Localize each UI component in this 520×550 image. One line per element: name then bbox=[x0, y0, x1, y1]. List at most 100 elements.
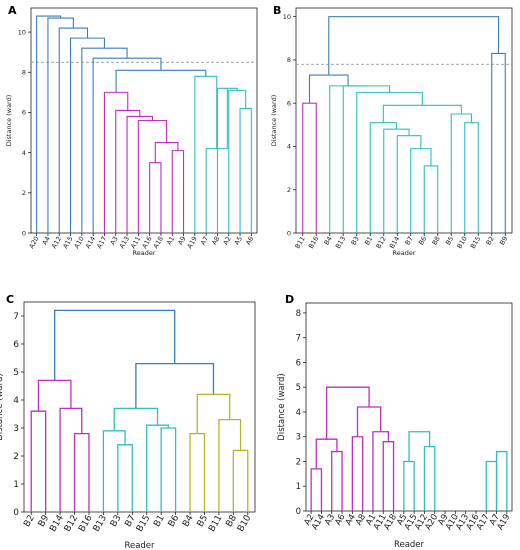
y-tick-label: 4 bbox=[13, 396, 19, 406]
panel-letter: B bbox=[273, 4, 281, 17]
dendrogram-link bbox=[423, 165, 439, 233]
leaf-label: B3 bbox=[109, 514, 124, 529]
leaf-label: A3 bbox=[109, 235, 120, 246]
dendrogram-link bbox=[58, 27, 89, 233]
leaf-label: A11 bbox=[129, 235, 142, 250]
dendrogram-link bbox=[102, 430, 126, 512]
leaf-label: A9 bbox=[176, 235, 187, 246]
dendrogram-link bbox=[137, 119, 168, 233]
leaf-label: B14 bbox=[388, 235, 401, 250]
leaf-label: B14 bbox=[48, 513, 66, 534]
leaf-label: A3 bbox=[323, 513, 337, 528]
dendrogram-link bbox=[196, 393, 231, 434]
dendrogram-link bbox=[146, 424, 170, 512]
leaf-label: B4 bbox=[181, 513, 196, 529]
dendrogram-link bbox=[450, 113, 473, 233]
dendrogram-link bbox=[171, 150, 185, 233]
dendrogram-link bbox=[495, 450, 508, 511]
dendrogram-link bbox=[382, 104, 462, 123]
plot-frame bbox=[295, 7, 513, 234]
dendrogram-link bbox=[218, 418, 242, 512]
y-tick-label: 1 bbox=[13, 480, 19, 490]
dendrogram-link bbox=[154, 142, 179, 163]
leaf-label: A2 bbox=[302, 513, 316, 528]
y-tick-label: 0 bbox=[296, 507, 301, 517]
y-tick-label: 2 bbox=[13, 452, 19, 462]
y-tick-label: 5 bbox=[296, 383, 301, 393]
dendrogram-link bbox=[308, 74, 349, 104]
leaf-label: A15 bbox=[61, 235, 74, 250]
dendrogram-link bbox=[135, 362, 215, 409]
panel-letter: D bbox=[285, 293, 294, 306]
dendrogram-link bbox=[351, 436, 364, 511]
leaf-label: A13 bbox=[118, 235, 131, 250]
dendrogram-link bbox=[126, 115, 154, 233]
y-tick-label: 4 bbox=[22, 149, 26, 157]
x-axis-label: Reader bbox=[394, 540, 425, 550]
leaf-label: A5 bbox=[233, 235, 244, 246]
dendrogram-link bbox=[464, 122, 479, 233]
dendrogram-link bbox=[30, 410, 47, 512]
leaf-label: A4 bbox=[41, 235, 52, 246]
panel-b: B 0 2 4 6 8 10 Distance (ward) Reader B11 B16 B4 B13… bbox=[270, 4, 513, 257]
y-tick-label: 2 bbox=[22, 189, 26, 197]
dendrogram-link bbox=[329, 85, 367, 233]
plot-frame bbox=[30, 7, 258, 234]
dendrogram-link bbox=[302, 102, 317, 233]
dendrogram-link bbox=[315, 438, 338, 469]
dendrogram-link bbox=[356, 91, 423, 233]
leaf-label: A7 bbox=[199, 235, 210, 246]
leaf-label: B10 bbox=[455, 235, 468, 250]
dendrogram-link bbox=[423, 445, 436, 511]
dendrogram-link bbox=[115, 69, 207, 93]
leaf-label: A9 bbox=[436, 513, 450, 528]
leaf-label: B9 bbox=[498, 235, 509, 246]
y-tick-label: 0 bbox=[13, 508, 19, 518]
leaf-label: B12 bbox=[374, 235, 387, 250]
leaf-label: B3 bbox=[350, 235, 361, 246]
dendrogram-link bbox=[382, 441, 395, 511]
leaf-label: A17 bbox=[95, 235, 108, 250]
y-axis-label: Distance (ward) bbox=[5, 95, 13, 147]
x-axis-label: Reader bbox=[392, 249, 415, 257]
leaf-label: B2 bbox=[485, 235, 496, 246]
y-tick-label: 6 bbox=[287, 99, 291, 107]
leaf-label: A20 bbox=[27, 235, 40, 250]
leaf-label: A14 bbox=[84, 235, 97, 250]
dendrogram-link bbox=[485, 460, 498, 511]
y-tick-label: 4 bbox=[296, 408, 301, 418]
dendrogram-link bbox=[372, 431, 390, 511]
leaf-label: B6 bbox=[167, 513, 182, 529]
leaf-label: B16 bbox=[307, 235, 320, 250]
dendrogram-link bbox=[310, 468, 323, 511]
leaf-label: B8 bbox=[431, 235, 442, 246]
y-tick-label: 8 bbox=[22, 69, 26, 77]
x-axis-label: Reader bbox=[132, 249, 155, 257]
leaf-label: B5 bbox=[444, 235, 455, 246]
leaf-label: B13 bbox=[92, 514, 109, 534]
y-axis-label: Distance (ward) bbox=[277, 373, 287, 440]
y-tick-label: 1 bbox=[296, 482, 301, 492]
leaf-label: B7 bbox=[404, 235, 415, 246]
dendrogram-link bbox=[396, 135, 422, 233]
y-tick-label: 6 bbox=[296, 358, 301, 368]
dendrogram-link bbox=[36, 15, 62, 233]
plot-frame bbox=[305, 302, 513, 512]
dendrogram-link bbox=[73, 432, 90, 512]
y-tick-label: 8 bbox=[287, 56, 291, 64]
leaf-label: A6 bbox=[244, 235, 255, 246]
dendrogram-link bbox=[216, 87, 238, 233]
dendrogram-link bbox=[491, 52, 506, 233]
leaf-label: A16 bbox=[140, 235, 153, 250]
y-tick-label: 7 bbox=[296, 334, 301, 344]
leaf-label: A10 bbox=[73, 235, 86, 250]
dendrogram-link bbox=[408, 431, 431, 462]
leaf-label: A19 bbox=[186, 235, 199, 250]
panel-a: A 0 2 4 6 8 10 Distance (ward) Reader A20 A4A12A15… bbox=[5, 4, 258, 257]
leaf-label: B6 bbox=[417, 235, 428, 246]
y-tick-label: 6 bbox=[22, 109, 26, 117]
y-tick-label: 7 bbox=[13, 312, 19, 322]
leaf-label: A6 bbox=[333, 513, 347, 528]
